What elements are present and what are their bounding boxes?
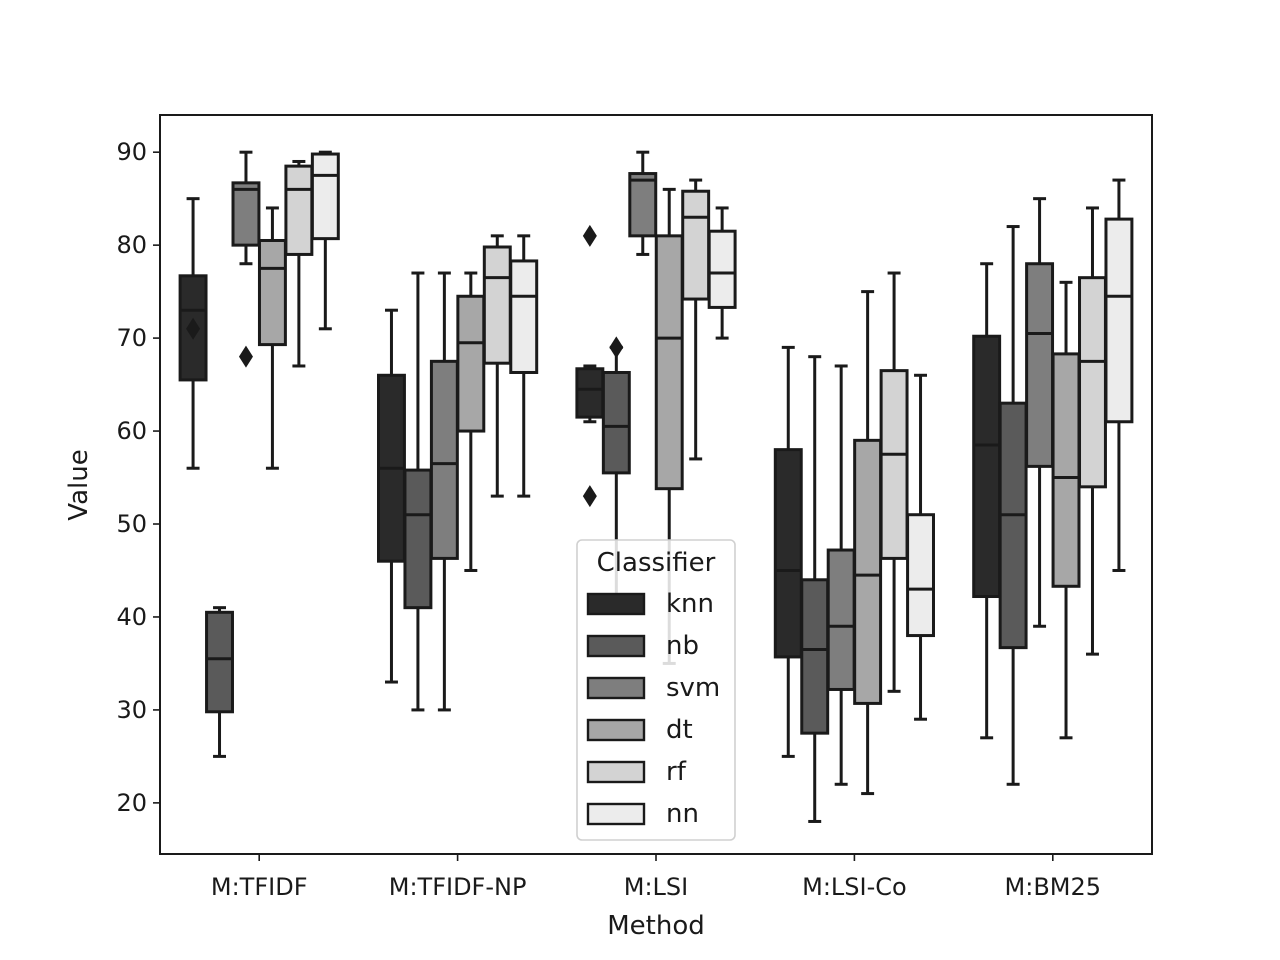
legend-swatch-nn bbox=[586, 802, 646, 826]
box-knn-0 bbox=[178, 197, 208, 470]
box-body bbox=[853, 438, 883, 705]
legend-label-knn: knn bbox=[666, 589, 714, 619]
box-nn-3 bbox=[906, 373, 935, 721]
box-knn-4 bbox=[972, 262, 1002, 740]
y-tick-label: 80 bbox=[116, 231, 147, 259]
x-tick-label: M:TFIDF-NP bbox=[389, 873, 527, 901]
box-nn-1 bbox=[509, 234, 539, 498]
legend-label-nb: nb bbox=[666, 631, 699, 661]
box-rf-2 bbox=[681, 178, 711, 461]
box-body bbox=[681, 189, 711, 301]
box-rf-3 bbox=[879, 271, 909, 693]
outlier-point bbox=[238, 345, 253, 368]
box-nb-0 bbox=[205, 606, 234, 758]
plot-area: 20 30 40 50 60 70 80 90 M:TFIDF M:TFIDF-NP M:LSI M:… bbox=[116, 114, 1153, 901]
legend-swatch-rf bbox=[586, 760, 646, 784]
box-body bbox=[456, 294, 486, 433]
box-dt-0 bbox=[257, 206, 287, 470]
box-svm-1 bbox=[429, 271, 459, 712]
box-body bbox=[601, 370, 631, 475]
outlier-point bbox=[609, 336, 624, 359]
legend: Classifier knn nb svm dt rf nn bbox=[576, 539, 736, 841]
box-dt-1 bbox=[456, 271, 486, 572]
box-dt-4 bbox=[1051, 280, 1081, 740]
legend-title: Classifier bbox=[597, 548, 716, 578]
x-axis-label: Method bbox=[607, 911, 705, 941]
box-rf-1 bbox=[482, 234, 512, 498]
box-nb-1 bbox=[403, 271, 433, 712]
box-body bbox=[800, 578, 830, 735]
y-tick-label: 50 bbox=[116, 510, 147, 538]
box-rf-4 bbox=[1078, 206, 1107, 656]
y-tick-label: 30 bbox=[116, 696, 147, 724]
box-body bbox=[879, 369, 909, 560]
y-tick-label: 20 bbox=[116, 789, 147, 817]
box-nn-0 bbox=[310, 150, 340, 331]
box-body bbox=[1051, 352, 1081, 588]
box-body bbox=[429, 359, 459, 560]
box-body bbox=[972, 334, 1002, 599]
legend-label-rf: rf bbox=[666, 757, 687, 787]
box-body bbox=[575, 367, 605, 419]
box-body bbox=[1104, 217, 1134, 424]
box-body bbox=[1025, 262, 1055, 468]
box-body bbox=[205, 610, 234, 714]
box-knn-2 bbox=[575, 224, 605, 508]
box-body bbox=[654, 234, 684, 491]
box-dt-2 bbox=[654, 187, 684, 665]
box-knn-3 bbox=[773, 345, 803, 758]
legend-swatch-knn bbox=[586, 592, 646, 616]
box-nb-4 bbox=[998, 225, 1028, 786]
box-body bbox=[231, 181, 261, 247]
box-body bbox=[773, 448, 803, 659]
box-svm-3 bbox=[826, 364, 856, 786]
outlier-point bbox=[186, 317, 201, 340]
box-body bbox=[403, 468, 433, 610]
box-body bbox=[707, 229, 737, 309]
x-tick-label: M:BM25 bbox=[1005, 873, 1102, 901]
box-svm-2 bbox=[628, 150, 658, 256]
outlier-point bbox=[582, 485, 597, 508]
legend-swatch-svm bbox=[586, 676, 646, 700]
x-tick-label: M:LSI-Co bbox=[802, 873, 907, 901]
y-tick-label: 60 bbox=[116, 417, 147, 445]
box-dt-3 bbox=[853, 290, 883, 796]
box-body bbox=[826, 548, 856, 691]
outlier-point bbox=[582, 224, 597, 247]
y-tick-label: 90 bbox=[116, 138, 147, 166]
legend-label-svm: svm bbox=[666, 673, 720, 703]
box-svm-0 bbox=[231, 150, 261, 368]
legend-swatch-nb bbox=[586, 634, 646, 658]
box-nb-3 bbox=[800, 355, 830, 823]
box-svm-4 bbox=[1025, 197, 1055, 628]
box-body bbox=[257, 238, 287, 347]
box-body bbox=[906, 513, 935, 638]
box-body bbox=[509, 259, 539, 374]
x-tick-label: M:LSI bbox=[624, 873, 688, 901]
plot-frame bbox=[159, 114, 1153, 855]
box-body bbox=[1078, 276, 1107, 489]
box-body bbox=[628, 172, 658, 238]
legend-label-dt: dt bbox=[666, 715, 693, 745]
box-body bbox=[310, 152, 340, 241]
x-tick-label: M:TFIDF bbox=[211, 873, 308, 901]
box-knn-1 bbox=[377, 308, 406, 684]
y-tick-label: 40 bbox=[116, 603, 147, 631]
box-body bbox=[284, 164, 314, 256]
box-nn-4 bbox=[1104, 178, 1134, 572]
legend-swatch-dt bbox=[586, 718, 646, 742]
box-body bbox=[482, 245, 512, 365]
y-axis-label: Value bbox=[64, 449, 94, 520]
box-body bbox=[998, 401, 1028, 650]
box-nn-2 bbox=[707, 206, 737, 340]
box-rf-0 bbox=[284, 159, 314, 368]
box-body bbox=[178, 274, 208, 382]
y-tick-label: 70 bbox=[116, 324, 147, 352]
legend-label-nn: nn bbox=[666, 799, 699, 829]
